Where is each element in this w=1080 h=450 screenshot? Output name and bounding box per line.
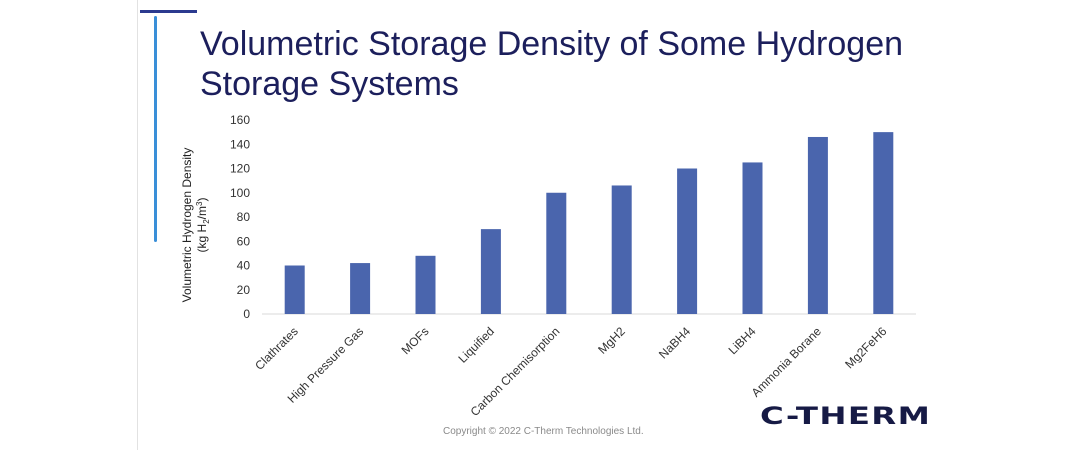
bar: [415, 255, 436, 314]
bar: [480, 229, 501, 314]
y-tick-label: 140: [230, 137, 250, 151]
x-tick-label: Ammonia Borane: [749, 324, 825, 400]
x-tick-label: Mg2FeH6: [842, 324, 889, 371]
x-tick-label: MOFs: [399, 324, 432, 357]
bar: [873, 132, 894, 314]
x-tick-label: MgH2: [595, 324, 628, 357]
slide-title: Volumetric Storage Density of Some Hydro…: [200, 25, 904, 103]
bar: [611, 185, 632, 314]
title-accent-bar: [140, 10, 197, 13]
y-tick-label: 40: [237, 259, 251, 273]
bar: [546, 192, 567, 314]
y-axis-unit: (kg H2/m3): [195, 198, 211, 253]
bar: [350, 263, 371, 314]
y-axis-title: Volumetric Hydrogen Density: [180, 148, 194, 303]
slide-left-rule: [137, 0, 138, 450]
y-tick-label: 20: [237, 283, 251, 297]
y-tick-label: 0: [243, 307, 250, 321]
side-accent-bar: [154, 16, 157, 242]
y-tick-label: 80: [237, 210, 251, 224]
x-tick-label: Liquified: [456, 324, 498, 366]
x-tick-label: LiBH4: [726, 324, 759, 357]
y-tick-label: 160: [230, 113, 250, 127]
c-therm-logo: C-THERM: [760, 402, 932, 430]
y-tick-label: 100: [230, 186, 250, 200]
bar: [807, 136, 828, 314]
copyright-notice: Copyright © 2022 C-Therm Technologies Lt…: [443, 426, 644, 437]
y-tick-label: 120: [230, 162, 250, 176]
x-tick-label: Clathrates: [252, 324, 301, 373]
bar: [742, 162, 763, 314]
bar: [284, 265, 305, 314]
x-tick-label: NaBH4: [656, 324, 693, 361]
y-tick-label: 60: [237, 234, 251, 248]
bar: [677, 168, 698, 314]
